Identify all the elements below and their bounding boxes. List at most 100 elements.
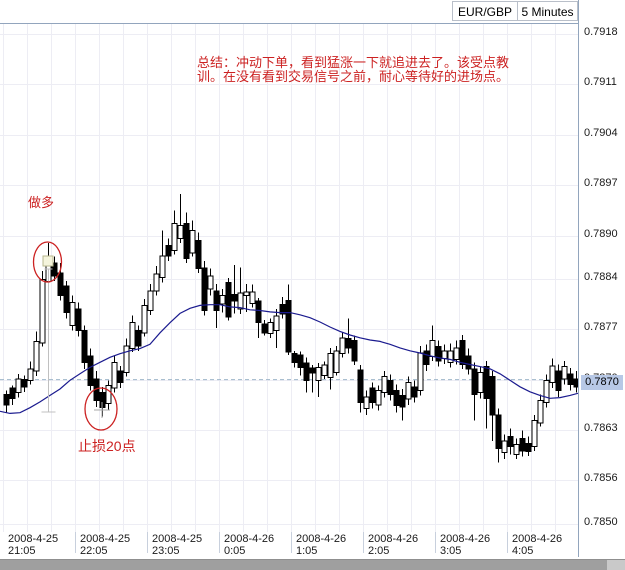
time-axis-separator: [291, 532, 292, 553]
candle-down: [183, 222, 190, 260]
candle-up: [27, 368, 34, 381]
candle-up: [159, 255, 166, 278]
time-tick-label: 2008-4-26 4:05: [512, 533, 563, 557]
candle-down: [261, 323, 268, 334]
candle-down: [297, 354, 304, 368]
long-entry-label: 做多: [28, 195, 55, 210]
candle-up: [549, 365, 556, 383]
candle-up: [447, 350, 454, 363]
candle-up: [543, 379, 550, 404]
candle-down: [357, 369, 364, 404]
horizontal-scrollbar-thumb[interactable]: [0, 560, 607, 570]
candle-up: [513, 443, 520, 455]
entry-ellipse: [32, 241, 63, 283]
candle-down: [225, 281, 232, 318]
time-tick-label: 2008-4-25 21:05: [8, 533, 59, 557]
time-tick-label: 2008-4-26 1:05: [296, 533, 347, 557]
chart-header: EUR/GBP 5 Minutes: [0, 0, 625, 23]
candle-up: [327, 353, 334, 378]
symbol-label: EUR/GBP: [452, 1, 518, 21]
candle-down: [573, 378, 578, 388]
price-tick-label: 0.7897: [584, 177, 618, 190]
candle-down: [165, 245, 172, 257]
candle-down: [195, 240, 202, 270]
candle-down: [345, 338, 352, 349]
price-tick-label: 0.7863: [584, 422, 618, 434]
candle-down: [387, 379, 394, 396]
price-tick-label: 0.7904: [584, 126, 618, 139]
candle-up: [267, 322, 274, 335]
candle-down: [309, 367, 316, 374]
candle-up: [477, 371, 484, 394]
candle-up: [381, 376, 388, 394]
candle-up: [531, 420, 538, 448]
trade-summary-note: 总结：冲动下单，看到猛涨一下就追进去了。该受点教 训。在没有看到交易信号之前，耐…: [197, 56, 509, 84]
candle-down: [507, 435, 514, 448]
measure-line: [41, 268, 56, 413]
candle-down: [423, 350, 430, 365]
candle-up: [453, 347, 460, 360]
summary-line-1: 总结：冲动下单，看到猛涨一下就追进去了。该受点教: [197, 55, 510, 70]
candle-up: [363, 396, 370, 409]
candle-up: [15, 378, 22, 394]
stop-loss-label: 止损20点: [78, 438, 136, 454]
candle-up: [333, 350, 340, 373]
candle-up: [561, 366, 568, 380]
candle-up: [123, 345, 130, 373]
time-axis-separator: [75, 532, 76, 553]
candle-down: [399, 394, 406, 408]
candle-down: [63, 285, 70, 314]
candle-up: [153, 273, 160, 292]
time-tick-label: 2008-4-26 2:05: [368, 533, 419, 557]
time-axis-separator: [219, 532, 220, 553]
candle-down: [495, 414, 502, 450]
candle-up: [171, 222, 178, 252]
candle-up: [375, 389, 382, 406]
chart-canvas[interactable]: [0, 23, 578, 533]
time-tick-label: 2008-4-26 0:05: [224, 533, 275, 557]
candle-up: [429, 340, 436, 358]
candle-down: [459, 340, 466, 365]
candle-down: [213, 290, 220, 311]
price-tick-label: 0.7911: [584, 76, 617, 89]
candle-down: [465, 355, 472, 370]
candle-down: [567, 373, 574, 386]
candle-up: [243, 291, 250, 296]
candle-up: [111, 361, 118, 389]
gridlines: [0, 24, 578, 532]
candle-down: [255, 300, 262, 324]
time-axis-separator: [507, 532, 508, 553]
time-tick-label: 2008-4-26 3:05: [440, 533, 491, 557]
candle-down: [393, 389, 400, 407]
candle-up: [189, 230, 196, 254]
candle-up: [105, 384, 112, 404]
candle-up: [141, 304, 148, 334]
stop-ellipse: [84, 387, 118, 431]
current-price-box: 0.7870: [581, 374, 623, 390]
candle-down: [525, 443, 532, 453]
candle-down: [75, 308, 82, 332]
candle-up: [537, 399, 544, 424]
candle-down: [519, 438, 526, 452]
candle-up: [321, 364, 328, 376]
candle-down: [9, 387, 16, 399]
candle-down: [3, 394, 10, 406]
time-tick-label: 2008-4-25 23:05: [152, 533, 203, 557]
candle-down: [135, 330, 142, 347]
price-tick-label: 0.7850: [584, 515, 618, 528]
candle-up: [147, 290, 154, 311]
candle-down: [471, 368, 478, 396]
horizontal-scrollbar-track[interactable]: [0, 559, 625, 570]
candle-down: [489, 376, 496, 416]
summary-line-2: 训。在没有看到交易信号之前，耐心等待好的进场点。: [197, 69, 510, 84]
candle-up: [501, 440, 508, 453]
candle-down: [411, 386, 418, 398]
candle-down: [483, 366, 490, 399]
candle-up: [441, 350, 448, 360]
candle-up: [339, 337, 346, 355]
time-tick-label: 2008-4-25 22:05: [80, 533, 131, 557]
candle-up: [315, 366, 322, 381]
time-axis-separator: [435, 532, 436, 553]
price-axis: 0.7870 0.7918 0.7911 0.7904 0.7897 0.7890 0.7…: [579, 0, 625, 558]
price-tick-label: 0.7918: [584, 26, 618, 38]
